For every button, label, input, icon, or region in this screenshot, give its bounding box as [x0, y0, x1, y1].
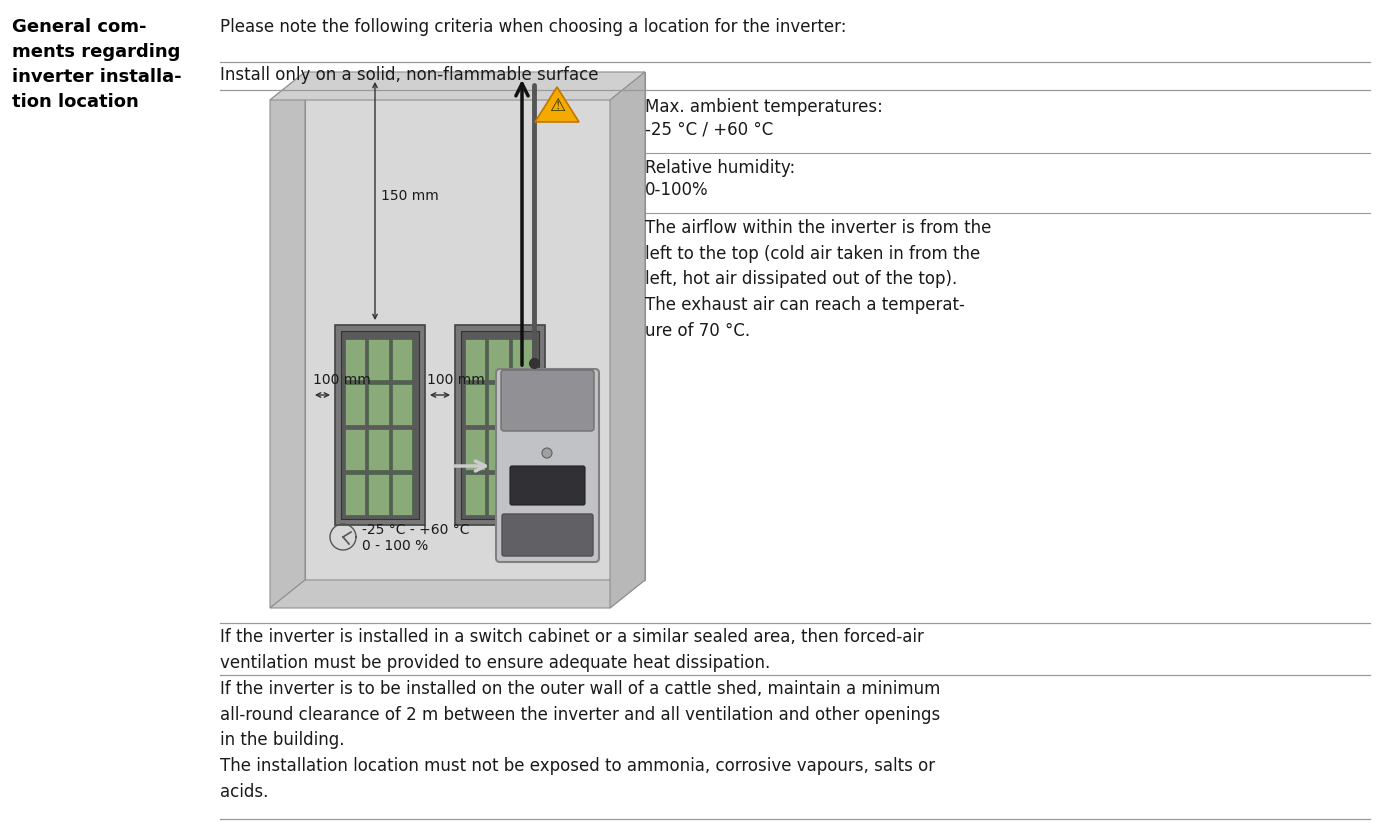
FancyBboxPatch shape — [464, 474, 485, 515]
Text: Install only on a solid, non-flammable surface: Install only on a solid, non-flammable s… — [220, 66, 599, 84]
FancyBboxPatch shape — [511, 384, 532, 425]
Text: 100 mm: 100 mm — [313, 373, 370, 387]
Polygon shape — [270, 580, 644, 608]
FancyBboxPatch shape — [341, 331, 419, 519]
FancyBboxPatch shape — [345, 339, 366, 380]
FancyBboxPatch shape — [511, 429, 532, 470]
FancyBboxPatch shape — [500, 370, 595, 431]
Text: Please note the following criteria when choosing a location for the inverter:: Please note the following criteria when … — [220, 18, 847, 36]
FancyBboxPatch shape — [345, 474, 366, 515]
Text: -25 °C / +60 °C: -25 °C / +60 °C — [644, 120, 773, 138]
FancyBboxPatch shape — [345, 429, 366, 470]
Text: Relative humidity:: Relative humidity: — [644, 159, 796, 177]
FancyBboxPatch shape — [369, 429, 388, 470]
Text: -25 °C - +60 °C: -25 °C - +60 °C — [362, 523, 470, 537]
Text: 0 - 100 %: 0 - 100 % — [362, 539, 428, 553]
Text: 0-100%: 0-100% — [644, 181, 708, 199]
FancyBboxPatch shape — [369, 384, 388, 425]
FancyBboxPatch shape — [455, 325, 545, 525]
Text: The airflow within the inverter is from the
left to the top (cold air taken in f: The airflow within the inverter is from … — [644, 219, 991, 340]
Text: If the inverter is to be installed on the outer wall of a cattle shed, maintain : If the inverter is to be installed on th… — [220, 680, 940, 801]
Text: 100 mm: 100 mm — [427, 373, 485, 387]
FancyBboxPatch shape — [488, 474, 509, 515]
FancyBboxPatch shape — [510, 466, 585, 505]
Circle shape — [542, 448, 552, 458]
FancyBboxPatch shape — [488, 429, 509, 470]
FancyBboxPatch shape — [496, 369, 599, 562]
FancyBboxPatch shape — [462, 331, 539, 519]
FancyBboxPatch shape — [488, 339, 509, 380]
Text: 150 mm: 150 mm — [381, 189, 439, 203]
FancyBboxPatch shape — [335, 325, 426, 525]
FancyBboxPatch shape — [392, 384, 412, 425]
Polygon shape — [535, 87, 579, 122]
FancyBboxPatch shape — [369, 474, 388, 515]
Polygon shape — [270, 72, 644, 100]
FancyBboxPatch shape — [464, 339, 485, 380]
FancyBboxPatch shape — [345, 384, 366, 425]
FancyBboxPatch shape — [392, 339, 412, 380]
FancyBboxPatch shape — [464, 384, 485, 425]
FancyBboxPatch shape — [392, 429, 412, 470]
Polygon shape — [270, 72, 305, 608]
Text: General com-
ments regarding
inverter installa-
tion location: General com- ments regarding inverter in… — [12, 18, 182, 111]
FancyBboxPatch shape — [369, 339, 388, 380]
FancyBboxPatch shape — [511, 474, 532, 515]
Polygon shape — [305, 72, 644, 580]
FancyBboxPatch shape — [488, 384, 509, 425]
FancyBboxPatch shape — [502, 514, 593, 556]
Polygon shape — [610, 72, 644, 608]
FancyBboxPatch shape — [511, 339, 532, 380]
FancyBboxPatch shape — [464, 429, 485, 470]
FancyBboxPatch shape — [392, 474, 412, 515]
Text: If the inverter is installed in a switch cabinet or a similar sealed area, then : If the inverter is installed in a switch… — [220, 628, 924, 672]
Text: ⚠: ⚠ — [549, 97, 565, 115]
Text: Max. ambient temperatures:: Max. ambient temperatures: — [644, 98, 883, 116]
